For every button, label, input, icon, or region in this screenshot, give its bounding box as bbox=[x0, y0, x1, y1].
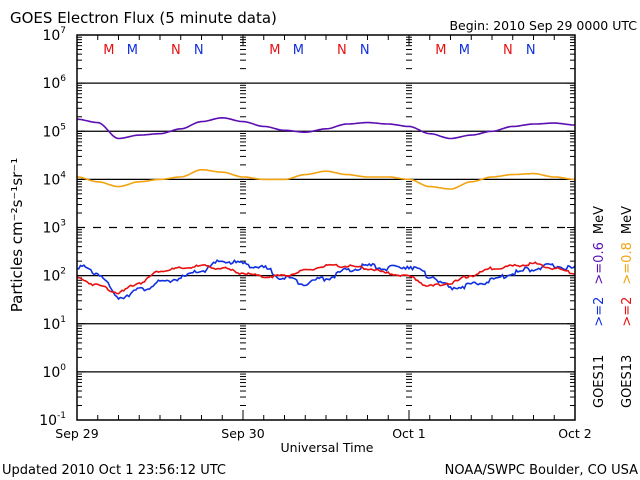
x-tick-label: Sep 29 bbox=[55, 426, 98, 441]
y-tick-labels: 107 106 105 104 103 102 101 100 10-1 bbox=[39, 26, 66, 429]
chart-title: GOES Electron Flux (5 minute data) bbox=[10, 9, 277, 27]
legend: GOES11 >=2 >=0.6 MeV GOES13 >=2 >=0.8 MeV bbox=[592, 206, 635, 408]
event-marker-m: M bbox=[459, 43, 470, 58]
series-line-3 bbox=[77, 261, 576, 295]
axis-ticks bbox=[76, 35, 576, 421]
updated-timestamp: Updated 2010 Oct 1 23:56:12 UTC bbox=[2, 463, 226, 478]
legend-unit-2: MeV bbox=[620, 206, 635, 234]
legend-row2: GOES13 >=2 >=0.8 MeV bbox=[620, 206, 635, 408]
series-line-1 bbox=[76, 169, 576, 190]
event-marker-m: M bbox=[293, 43, 304, 58]
y-tick-label: 101 bbox=[42, 315, 66, 333]
series-line-0 bbox=[76, 116, 575, 140]
event-marker-n: N bbox=[360, 43, 370, 58]
reference-lines bbox=[77, 82, 575, 373]
legend-goes11-low: >=0.6 bbox=[592, 242, 607, 284]
event-marker-m: M bbox=[103, 43, 114, 58]
x-tick-label: Oct 1 bbox=[392, 426, 426, 441]
chart-subtitle: Begin: 2010 Sep 29 0000 UTC bbox=[449, 18, 637, 33]
legend-goes13-low: >=0.8 bbox=[620, 242, 635, 284]
y-tick-label: 10-1 bbox=[39, 411, 66, 429]
source-credit: NOAA/SWPC Boulder, CO USA bbox=[445, 463, 638, 478]
y-tick-label: 106 bbox=[42, 74, 66, 92]
event-marker-n: N bbox=[171, 43, 181, 58]
y-tick-label: 103 bbox=[42, 219, 66, 237]
event-marker-m: M bbox=[435, 43, 446, 58]
legend-goes11-label: GOES11 bbox=[592, 355, 607, 408]
x-tick-label: Oct 2 bbox=[558, 426, 592, 441]
legend-row1: GOES11 >=2 >=0.6 MeV bbox=[592, 206, 607, 408]
x-tick-labels: Sep 29 Sep 30 Oct 1 Oct 2 bbox=[55, 426, 592, 441]
y-tick-label: 107 bbox=[42, 26, 66, 44]
y-tick-label: 100 bbox=[42, 363, 66, 381]
y-tick-label: 104 bbox=[42, 170, 66, 188]
event-marker-n: N bbox=[526, 43, 536, 58]
event-marker-n: N bbox=[503, 43, 513, 58]
x-tick-label: Sep 30 bbox=[221, 426, 264, 441]
event-marker-m: M bbox=[127, 43, 138, 58]
legend-goes13-high: >=2 bbox=[620, 297, 635, 327]
event-marker-n: N bbox=[337, 43, 347, 58]
event-marker-m: M bbox=[269, 43, 280, 58]
legend-goes13-label: GOES13 bbox=[620, 355, 635, 408]
y-tick-label: 102 bbox=[42, 267, 66, 285]
series-line-2 bbox=[77, 259, 576, 301]
legend-goes11-high: >=2 bbox=[592, 297, 607, 327]
series-group bbox=[76, 116, 576, 301]
y-axis-label: Particles cm⁻²s⁻¹sr⁻¹ bbox=[8, 158, 26, 312]
plot-frame bbox=[76, 34, 576, 421]
y-tick-label: 105 bbox=[42, 122, 66, 140]
legend-unit-1: MeV bbox=[592, 206, 607, 234]
event-marker-n: N bbox=[194, 43, 204, 58]
x-axis-label: Universal Time bbox=[281, 440, 374, 455]
